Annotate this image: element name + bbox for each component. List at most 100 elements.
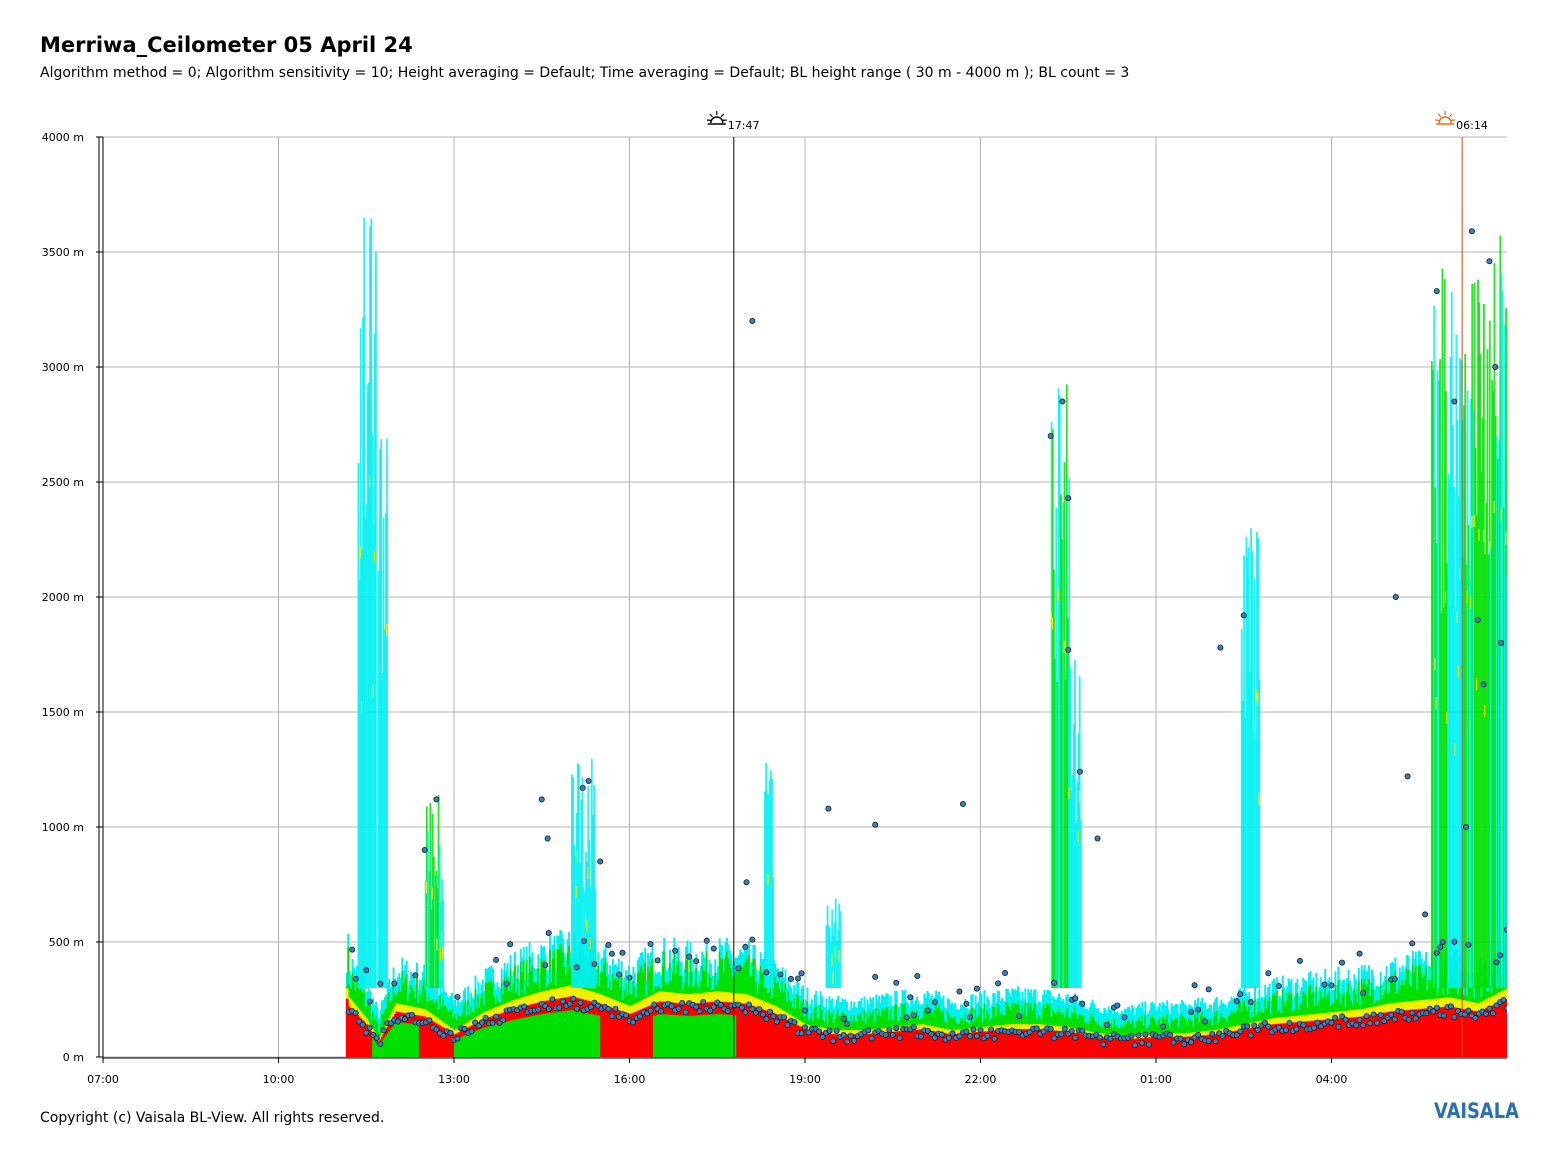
heat-cell — [882, 995, 885, 1011]
heat-cell — [391, 1012, 394, 1021]
heat-cell — [996, 1036, 999, 1057]
bl-height-point — [1433, 1004, 1440, 1011]
heat-cell — [465, 1002, 468, 1018]
heat-cell — [1470, 988, 1473, 1003]
plume-streak — [1502, 507, 1505, 988]
heat-cell — [1467, 1020, 1470, 1057]
heat-cell — [1008, 1006, 1011, 1026]
heat-cell — [981, 1008, 984, 1024]
heat-cell — [1062, 1037, 1065, 1057]
heat-cell — [1136, 1042, 1139, 1057]
heat-cell — [1442, 1018, 1445, 1057]
heat-cell — [797, 996, 800, 1021]
heat-cell — [1325, 997, 1328, 1014]
bl-height-point — [1160, 1023, 1167, 1030]
heat-cell — [1082, 1039, 1085, 1057]
bl-height-point — [1370, 1011, 1377, 1018]
heat-cell — [780, 992, 783, 1010]
bl-height-point — [591, 961, 598, 968]
heat-cell — [363, 989, 366, 1016]
heat-cell — [1158, 1041, 1161, 1057]
bl-height-point — [366, 1024, 373, 1031]
heat-cell — [746, 1015, 749, 1057]
plume-streak — [1488, 541, 1491, 554]
plume-streak — [1490, 547, 1492, 988]
heat-cell — [455, 1006, 458, 1022]
heat-cell — [1343, 993, 1346, 1012]
heat-cell — [734, 971, 737, 995]
heat-cell — [607, 988, 610, 999]
heat-cell — [881, 994, 884, 1010]
bl-height-point — [1451, 938, 1458, 945]
heat-cell — [1056, 1025, 1059, 1032]
heat-cell — [907, 1017, 910, 1027]
heat-cell — [746, 945, 749, 961]
heat-cell — [480, 998, 483, 1015]
heat-cell — [945, 1038, 948, 1057]
heat-cell — [544, 1013, 547, 1057]
heat-cell — [638, 1020, 641, 1057]
heat-cell — [391, 999, 394, 1014]
bl-height-point — [1237, 991, 1244, 998]
heat-cell — [1267, 1000, 1270, 1021]
heat-cell — [799, 1033, 802, 1057]
heat-cell — [554, 985, 557, 990]
heat-cell — [1379, 1013, 1382, 1025]
heat-cell — [844, 1030, 847, 1036]
heat-cell — [614, 964, 617, 980]
heat-cell — [1454, 998, 1457, 1009]
heat-cell — [1173, 1033, 1176, 1038]
heat-cell — [859, 1001, 862, 1016]
heat-cell — [1088, 1021, 1091, 1033]
plume-streak — [572, 777, 574, 988]
heat-cell — [1464, 1000, 1467, 1011]
bl-height-point — [840, 1032, 847, 1039]
heat-cell — [1350, 1010, 1353, 1019]
heat-cell — [446, 1010, 449, 1026]
heat-cell — [522, 946, 525, 962]
heat-cell — [1134, 1035, 1137, 1040]
heat-cell — [1059, 1026, 1062, 1032]
heat-cell — [562, 997, 565, 1013]
heat-cell — [1205, 1039, 1208, 1057]
heat-cell — [1031, 1035, 1034, 1057]
bl-height-point — [679, 999, 686, 1006]
heat-cell — [348, 984, 351, 999]
plume-streak — [831, 909, 834, 988]
heat-cell — [1021, 991, 1024, 1007]
heat-cell — [828, 1033, 831, 1040]
heat-cell — [468, 1033, 471, 1057]
heat-cell — [1136, 1038, 1139, 1044]
heat-cell — [519, 997, 522, 1009]
heat-cell — [546, 987, 549, 992]
heat-cell — [964, 1033, 967, 1040]
heat-cell — [1370, 969, 1373, 985]
heat-cell — [353, 968, 356, 983]
heat-cell — [630, 1005, 633, 1015]
heat-cell — [835, 1034, 838, 1041]
heat-cell — [1387, 979, 1390, 994]
heat-cell — [983, 1037, 986, 1057]
heat-cell — [1354, 1017, 1357, 1028]
heat-cell — [745, 1015, 747, 1057]
heat-cell — [762, 1020, 765, 1057]
heat-cell — [946, 1029, 949, 1035]
heat-cell — [1078, 1038, 1081, 1057]
heat-cell — [642, 959, 645, 974]
heat-cell — [1347, 1010, 1350, 1019]
heat-cell — [1025, 1016, 1028, 1026]
heat-cell — [531, 994, 534, 1005]
heat-cell — [720, 958, 723, 993]
heat-cell — [759, 952, 762, 967]
heat-cell — [1353, 974, 1356, 990]
heat-cell — [657, 991, 660, 1003]
heat-cell — [758, 1019, 761, 1057]
heat-cell — [993, 1036, 996, 1057]
plume-streak — [768, 780, 771, 988]
heat-cell — [512, 1019, 515, 1057]
heat-cell — [1122, 1043, 1125, 1057]
plume-streak — [372, 684, 374, 697]
heat-cell — [1275, 1017, 1278, 1025]
heat-cell — [917, 1029, 920, 1037]
heat-cell — [802, 985, 805, 1001]
